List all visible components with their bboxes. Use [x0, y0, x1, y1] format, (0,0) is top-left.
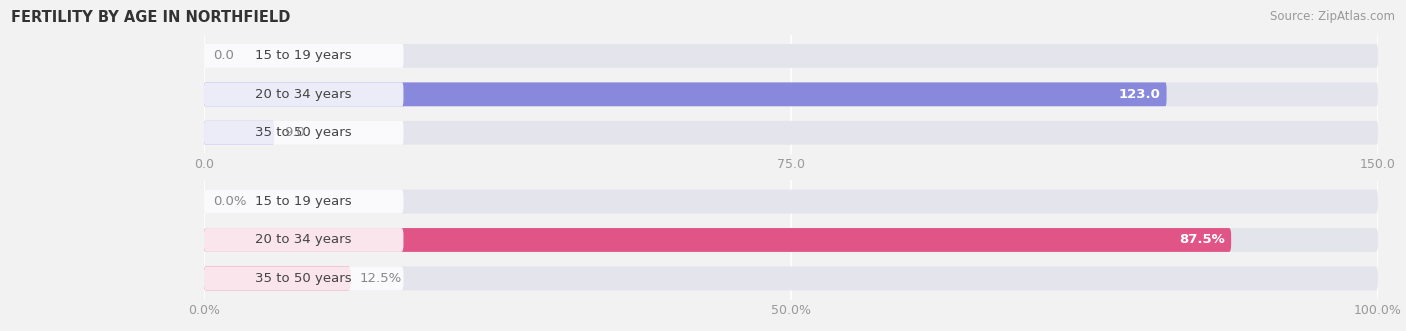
Text: 0.0: 0.0: [214, 49, 235, 63]
Text: 0.0%: 0.0%: [214, 195, 247, 208]
FancyBboxPatch shape: [204, 44, 404, 68]
Text: 35 to 50 years: 35 to 50 years: [256, 126, 352, 139]
Text: 87.5%: 87.5%: [1180, 233, 1225, 247]
Text: 123.0: 123.0: [1119, 88, 1161, 101]
FancyBboxPatch shape: [204, 121, 1378, 145]
FancyBboxPatch shape: [204, 228, 1378, 252]
FancyBboxPatch shape: [204, 44, 1378, 68]
FancyBboxPatch shape: [204, 228, 404, 252]
FancyBboxPatch shape: [204, 266, 350, 290]
FancyBboxPatch shape: [204, 82, 1378, 106]
Text: 15 to 19 years: 15 to 19 years: [256, 49, 352, 63]
FancyBboxPatch shape: [204, 266, 1378, 290]
Text: 35 to 50 years: 35 to 50 years: [256, 272, 352, 285]
Text: FERTILITY BY AGE IN NORTHFIELD: FERTILITY BY AGE IN NORTHFIELD: [11, 10, 291, 25]
FancyBboxPatch shape: [204, 190, 404, 213]
FancyBboxPatch shape: [204, 190, 1378, 213]
Text: 20 to 34 years: 20 to 34 years: [256, 88, 352, 101]
FancyBboxPatch shape: [204, 82, 1167, 106]
Text: 9.0: 9.0: [284, 126, 305, 139]
Text: 20 to 34 years: 20 to 34 years: [256, 233, 352, 247]
FancyBboxPatch shape: [204, 121, 404, 145]
Text: 12.5%: 12.5%: [360, 272, 402, 285]
FancyBboxPatch shape: [204, 228, 1232, 252]
FancyBboxPatch shape: [204, 266, 404, 290]
FancyBboxPatch shape: [204, 82, 404, 106]
Text: Source: ZipAtlas.com: Source: ZipAtlas.com: [1270, 10, 1395, 23]
FancyBboxPatch shape: [204, 121, 274, 145]
Text: 15 to 19 years: 15 to 19 years: [256, 195, 352, 208]
